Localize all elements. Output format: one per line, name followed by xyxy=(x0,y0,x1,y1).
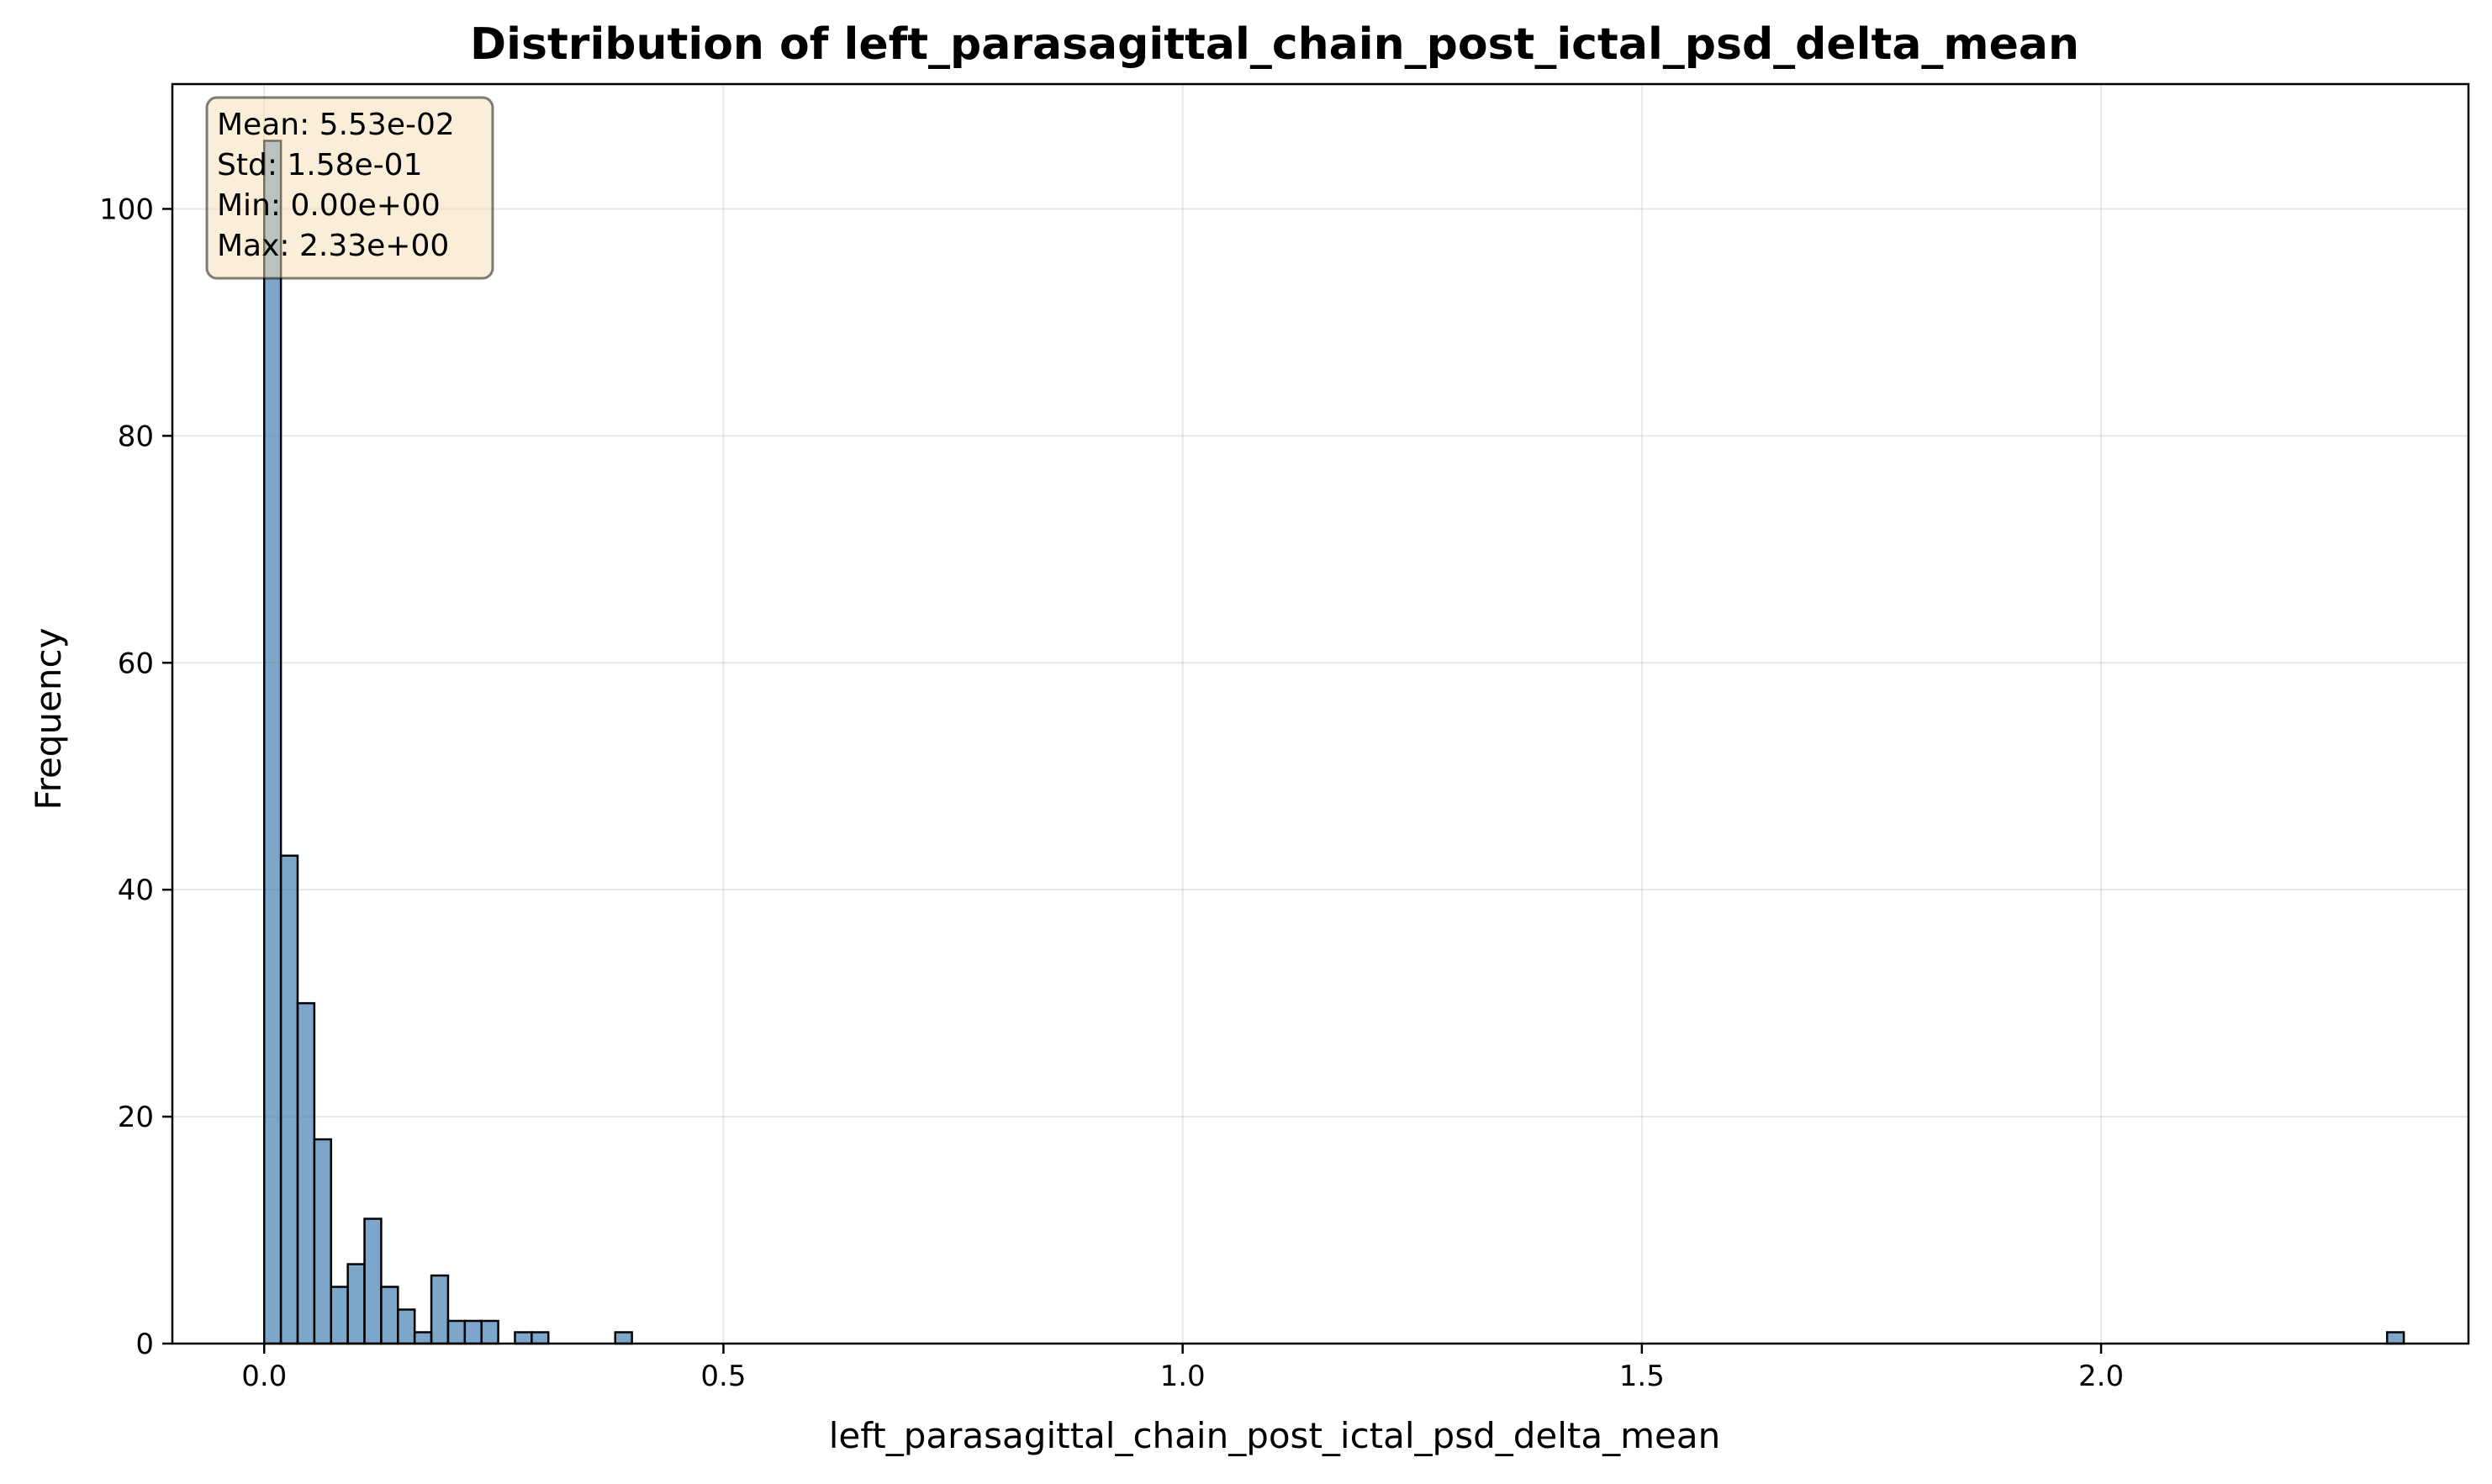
histogram-bar xyxy=(330,1286,349,1345)
stats-box: Mean: 5.53e-02 Std: 1.58e-01 Min: 0.00e+… xyxy=(205,96,494,280)
stats-mean: Mean: 5.53e-02 xyxy=(217,108,455,142)
grid-lines xyxy=(172,84,2468,1344)
y-axis-label: Frequency xyxy=(28,628,69,811)
stats-min: Min: 0.00e+00 xyxy=(217,188,441,223)
histogram-bar xyxy=(2385,1331,2405,1345)
stats-box-background xyxy=(205,96,494,280)
histogram-bar xyxy=(446,1319,467,1345)
histogram-bar xyxy=(531,1331,550,1345)
histogram-bar xyxy=(296,1001,316,1345)
plot-area-frame xyxy=(171,82,2470,1345)
chart-title: Distribution of left_parasagittal_chain_… xyxy=(470,19,2079,70)
histogram-bar xyxy=(380,1286,399,1345)
histogram-bar xyxy=(397,1308,416,1345)
x-tick-label: 1.5 xyxy=(1619,1360,1665,1393)
y-tick-label: 100 xyxy=(99,193,154,226)
x-tick-label: 0.0 xyxy=(241,1360,287,1393)
y-tick-label: 60 xyxy=(118,647,154,680)
x-axis-ticks: 0.0 0.5 1.0 1.5 2.0 xyxy=(241,1344,2124,1393)
histogram-bar xyxy=(413,1331,433,1345)
y-tick-label: 80 xyxy=(118,420,154,453)
stats-max: Max: 2.33e+00 xyxy=(217,229,449,263)
y-tick-label: 20 xyxy=(118,1101,154,1134)
x-tick-label: 0.5 xyxy=(700,1360,746,1393)
histogram-bar xyxy=(363,1217,383,1345)
x-axis-label: left_parasagittal_chain_post_ictal_psd_d… xyxy=(829,1415,1720,1456)
y-tick-label: 0 xyxy=(135,1328,154,1361)
histogram-bar xyxy=(313,1138,333,1345)
y-axis-ticks: 0 20 40 60 80 100 xyxy=(99,193,172,1361)
histogram-bar xyxy=(346,1263,366,1345)
histogram-bar xyxy=(430,1274,450,1345)
y-tick-label: 40 xyxy=(118,874,154,907)
stats-std: Std: 1.58e-01 xyxy=(217,148,423,182)
x-tick-label: 1.0 xyxy=(1160,1360,1206,1393)
x-tick-label: 2.0 xyxy=(2078,1360,2124,1393)
histogram-bar xyxy=(262,140,282,1345)
histogram-bar xyxy=(463,1319,483,1345)
histogram-bar xyxy=(514,1331,533,1345)
histogram-bar xyxy=(614,1331,633,1345)
histogram-bar xyxy=(279,854,299,1345)
histogram-bar xyxy=(480,1319,499,1345)
